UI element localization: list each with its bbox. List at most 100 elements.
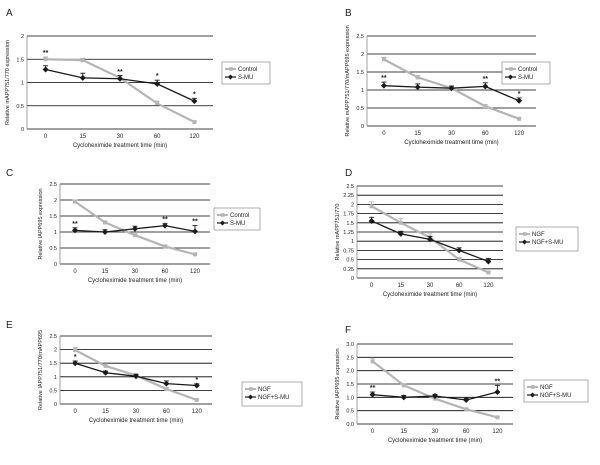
legend-label-b-0: Control (518, 67, 537, 73)
legend-box-d (515, 226, 579, 252)
y-axis-label-f: Relative IAPP695 expression (335, 348, 341, 419)
y-tick-label-c: 1 (54, 230, 57, 236)
data-point-e-0 (73, 348, 78, 353)
data-point-c-1 (72, 227, 78, 234)
legend-box-f (523, 379, 589, 403)
y-tick-label-d: 0 (351, 276, 354, 282)
y-tick-label-b: 1 (361, 88, 364, 94)
x-tick-label-d: 60 (456, 283, 463, 289)
significance-mark-a: * (193, 91, 196, 98)
y-tick-label-d: 0.5 (346, 258, 354, 264)
y-tick-label-c: 1.5 (49, 214, 57, 220)
panel-label-a: A (6, 8, 13, 19)
data-point-c-0 (73, 199, 77, 204)
y-tick-label-f: 0.5 (346, 409, 354, 415)
data-point-b-0 (517, 116, 522, 121)
y-tick-label-f: 3.0 (346, 342, 354, 348)
data-point-d-1 (456, 247, 463, 254)
significance-mark-e: * (195, 377, 198, 384)
x-tick-label-c: 0 (73, 269, 77, 275)
data-point-b-0 (483, 104, 488, 109)
data-point-c-0 (193, 252, 197, 257)
significance-mark-f: ** (495, 378, 501, 385)
significance-mark-c: ** (72, 221, 78, 228)
x-axis-label-d: Cycloheximide treatment time (min) (383, 292, 477, 298)
x-tick-label-e: 60 (163, 409, 170, 415)
data-point-f-0 (401, 383, 406, 388)
data-point-f-0 (464, 407, 469, 412)
y-tick-label-d: 0.25 (343, 267, 354, 273)
x-tick-label-c: 60 (162, 269, 169, 275)
legend-label-e-0: NGF (258, 387, 271, 393)
x-tick-label-d: 0 (370, 283, 374, 289)
y-tick-label-a: 1.5 (16, 57, 24, 63)
x-tick-label-b: 15 (414, 131, 421, 137)
panel-label-c: C (6, 168, 13, 179)
data-point-d-0 (486, 270, 491, 275)
legend-label-a-0: Control (238, 67, 257, 73)
x-tick-label-f: 30 (432, 429, 439, 435)
series-line-f-0 (371, 360, 498, 419)
legend-marker-c-1 (220, 220, 225, 226)
data-point-f-1 (400, 394, 407, 401)
x-tick-label-a: 15 (79, 134, 86, 140)
data-point-f-0 (370, 359, 375, 364)
legend-label-a-1: S-MU (238, 75, 253, 81)
data-point-a-0 (80, 58, 85, 63)
data-point-d-1 (485, 258, 492, 265)
y-tick-label-d: 1.75 (343, 212, 354, 218)
x-tick-label-e: 0 (74, 409, 78, 415)
x-tick-label-b: 0 (382, 131, 386, 137)
y-tick-label-d: 1.5 (346, 221, 354, 227)
y-tick-label-c: 0 (54, 262, 57, 268)
data-point-a-1 (154, 80, 161, 87)
significance-mark-b: ** (483, 76, 489, 83)
y-tick-label-d: 2.25 (343, 193, 354, 199)
y-tick-label-f: 2.0 (346, 369, 354, 375)
data-point-e-1 (193, 382, 200, 389)
significance-mark-b: ** (381, 75, 387, 82)
data-point-a-0 (155, 101, 160, 106)
y-tick-label-f: 0.0 (346, 422, 354, 428)
y-tick-label-a: 0 (21, 127, 24, 133)
data-point-e-1 (72, 360, 79, 367)
legend-marker-d-1 (522, 239, 527, 245)
panel-label-e: E (6, 320, 13, 331)
y-tick-label-e: 1.5 (49, 361, 57, 367)
data-point-b-0 (381, 57, 386, 62)
significance-mark-a: ** (117, 69, 123, 76)
y-axis-label-d: Relative mAPP751/770 (335, 204, 341, 261)
significance-mark-b: * (518, 91, 521, 98)
legend-marker-d-0 (523, 232, 527, 236)
data-point-c-0 (103, 220, 107, 225)
x-tick-label-f: 0 (371, 429, 375, 435)
y-tick-label-e: 0.5 (49, 388, 57, 394)
data-point-d-1 (368, 217, 375, 224)
x-tick-label-c: 15 (102, 269, 109, 275)
y-axis-label-c: Relative IAPP695 expression (38, 188, 44, 259)
data-point-e-1 (133, 373, 139, 380)
legend-label-c-1: S-MU (230, 221, 245, 227)
y-tick-label-d: 2.5 (346, 184, 354, 190)
y-tick-label-c: 2.5 (49, 182, 57, 188)
panel-label-b: B (345, 8, 352, 19)
legend-label-f-0: NGF (540, 385, 553, 391)
legend-label-e-1: NGF+S-MU (258, 395, 290, 401)
legend-box-c (213, 207, 261, 231)
legend-label-d-1: NGF+S-MU (532, 240, 564, 246)
legend-marker-e-1 (248, 394, 253, 400)
y-tick-label-f: 1.5 (346, 382, 354, 388)
data-point-d-0 (369, 204, 374, 209)
data-point-e-0 (103, 363, 108, 368)
legend-marker-b-1 (508, 74, 513, 80)
data-point-b-1 (448, 85, 455, 92)
legend-marker-f-0 (531, 385, 535, 389)
y-axis-label-e: Relative IAPP751/770/mAPP695 (38, 330, 44, 410)
x-tick-label-e: 120 (192, 409, 203, 415)
data-point-c-0 (163, 244, 167, 249)
data-point-b-1 (482, 83, 489, 90)
legend-label-f-1: NGF+S-MU (540, 393, 572, 399)
data-point-c-1 (132, 225, 138, 232)
x-tick-label-c: 30 (132, 269, 139, 275)
legend-marker-e-0 (249, 387, 253, 391)
